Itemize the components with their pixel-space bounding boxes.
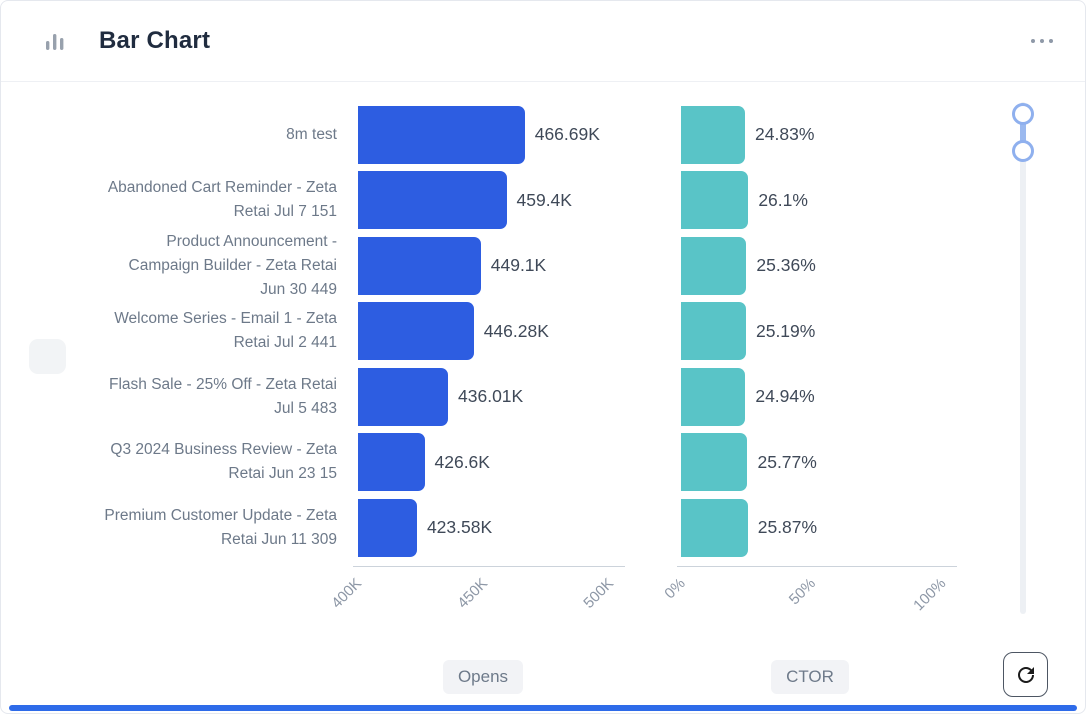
slider-handle-bottom[interactable] [1012,140,1034,162]
category-label: Welcome Series - Email 1 - Zeta Retai Ju… [114,310,337,352]
axis-tick-label: 0% [661,575,690,603]
category-label: Premium Customer Update - Zeta Retai Jun… [104,506,337,548]
opens-value-label: 449.1K [490,255,547,276]
ctor-value-label: 24.94% [755,386,815,407]
opens-bar[interactable] [358,367,449,426]
x-axis-line [677,566,957,567]
chart-row: Q3 2024 Business Review - Zeta Retai Jun… [1,430,939,496]
slider-track[interactable] [1020,102,1026,614]
refresh-button[interactable] [1003,652,1048,697]
opens-bar[interactable] [358,171,507,230]
chart-row: Product Announcement - Campaign Builder … [1,233,939,299]
axis-tick-label: 450K [454,575,492,612]
axis-tick-label: 100% [909,575,950,615]
ctor-value-label: 25.87% [757,517,818,538]
axis-tick-label: 50% [785,575,820,609]
opens-bar[interactable] [358,236,481,295]
chart-area: 8m test 466.69K 24.83% Abandoned Cart Remin… [1,82,1085,713]
category-label: Abandoned Cart Reminder - Zeta Retai Jul… [107,179,337,221]
chart-row: Flash Sale - 25% Off - Zeta Retai Jul 5 … [1,364,939,430]
x-axis-line [353,566,625,567]
ctor-bar[interactable] [681,171,749,230]
ctor-value-label: 25.77% [757,451,817,472]
ctor-value-label: 25.19% [755,320,816,341]
slider-handle-top[interactable] [1012,103,1034,125]
refresh-icon [1014,663,1038,687]
opens-plot: 466.69K [358,105,608,164]
opens-value-label: 466.69K [534,124,600,145]
opens-plot: 449.1K [358,236,608,295]
opens-value-label: 423.58K [426,517,493,538]
ctor-plot: 25.77% [681,433,939,492]
opens-value-label: 459.4K [516,189,572,210]
opens-bar[interactable] [358,498,417,557]
opens-value-label: 436.01K [458,386,524,407]
category-label: Q3 2024 Business Review - Zeta Retai Jun… [110,441,337,483]
ctor-bar[interactable] [681,302,746,361]
chart-row: 8m test 466.69K 24.83% [1,102,939,168]
ctor-plot: 24.83% [681,105,939,164]
opens-bar[interactable] [358,105,525,164]
axis-tick-label: 400K [328,575,366,612]
more-options-button[interactable] [1027,29,1058,54]
ctor-bar[interactable] [681,236,747,295]
category-label: Flash Sale - 25% Off - Zeta Retai Jul 5 … [108,375,337,417]
ctor-value-label: 24.83% [755,124,815,145]
ctor-plot: 24.94% [681,367,939,426]
series-button-opens[interactable]: Opens [442,660,524,694]
bottom-accent-bar [9,705,1077,711]
opens-plot: 423.58K [358,498,608,557]
opens-bar[interactable] [358,302,474,361]
chart-rows: 8m test 466.69K 24.83% Abandoned Cart Remin… [1,102,939,561]
slider-selected-range[interactable] [1020,114,1026,152]
card-title: Bar Chart [99,27,211,54]
axis-tick-label: 500K [580,575,618,612]
ctor-plot: 25.87% [681,498,939,557]
series-button-ctor[interactable]: CTOR [771,660,849,694]
left-edge-handle [29,339,66,374]
opens-value-label: 426.6K [434,451,490,472]
vertical-zoom-slider[interactable] [1009,102,1037,614]
card-header: Bar Chart [1,1,1085,82]
ctor-bar[interactable] [681,433,748,492]
opens-plot: 426.6K [358,433,608,492]
opens-value-label: 446.28K [483,320,549,341]
opens-plot: 436.01K [358,367,608,426]
category-label: 8m test [286,125,337,143]
category-label: Product Announcement - Campaign Builder … [128,232,338,298]
chart-row: Abandoned Cart Reminder - Zeta Retai Jul… [1,168,939,234]
ctor-plot: 25.36% [681,236,939,295]
ctor-value-label: 25.36% [756,255,816,276]
opens-plot: 446.28K [358,302,608,361]
bar-chart-icon [45,31,65,51]
opens-plot: 459.4K [358,171,608,230]
chart-row: Premium Customer Update - Zeta Retai Jun… [1,495,939,561]
ctor-plot: 25.19% [681,302,939,361]
series-pill-wrap-opens: Opens [358,660,608,694]
ctor-bar[interactable] [681,105,746,164]
chart-row: Welcome Series - Email 1 - Zeta Retai Ju… [1,299,939,365]
ctor-value-label: 26.1% [758,189,808,210]
opens-bar[interactable] [358,433,425,492]
ctor-plot: 26.1% [681,171,939,230]
ctor-bar[interactable] [681,367,746,426]
ctor-bar[interactable] [681,498,748,557]
series-pill-wrap-ctor: CTOR [681,660,939,694]
